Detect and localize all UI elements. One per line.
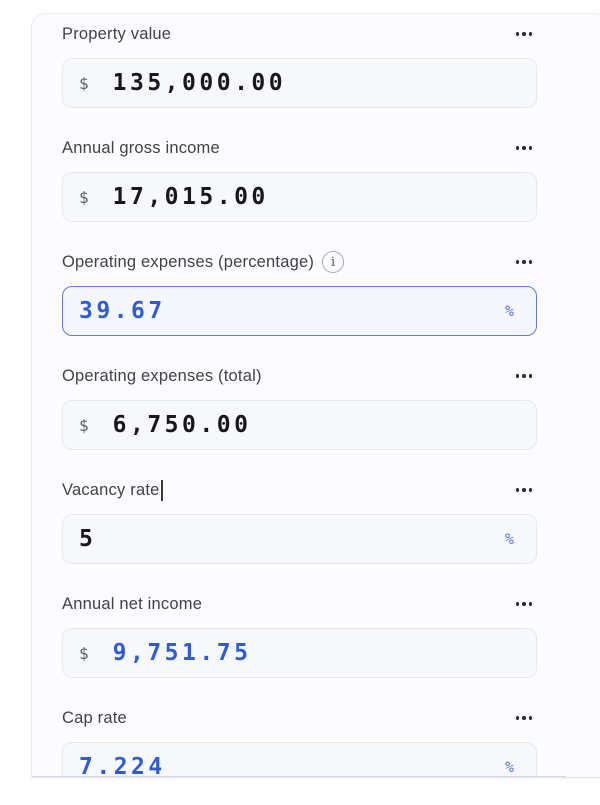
ellipsis-menu-icon[interactable] xyxy=(515,370,532,381)
percent-suffix: % xyxy=(504,302,514,320)
operating-expenses-total-input[interactable]: $ 6,750.00 xyxy=(62,400,537,450)
field-operating-expenses-total: Operating expenses (total) $ 6,750.00 xyxy=(62,364,537,450)
field-value: 135,000.00 xyxy=(112,70,287,96)
field-label[interactable]: Operating expenses (percentage) xyxy=(62,252,315,271)
ellipsis-menu-icon[interactable] xyxy=(515,712,532,723)
field-value: 39.67 xyxy=(79,298,166,324)
ellipsis-menu-icon[interactable] xyxy=(515,598,532,609)
percent-suffix: % xyxy=(504,758,514,776)
info-glyph: i xyxy=(330,254,336,270)
currency-prefix: $ xyxy=(79,187,89,207)
field-value: 5 xyxy=(79,526,97,552)
field-label[interactable]: Annual net income xyxy=(62,594,203,613)
fields-list: Property value $ 135,000.00 Annual gross… xyxy=(62,22,537,777)
field-label[interactable]: Vacancy rate xyxy=(62,480,160,499)
field-label-row: Operating expenses (total) xyxy=(62,364,537,388)
field-label[interactable]: Operating expenses (total) xyxy=(62,366,262,385)
currency-prefix: $ xyxy=(79,415,89,435)
ellipsis-menu-icon[interactable] xyxy=(515,256,532,267)
card-bottom-divider xyxy=(32,776,566,777)
vacancy-rate-input[interactable]: 5% xyxy=(62,514,537,564)
field-label-row: Property value xyxy=(62,22,537,46)
ellipsis-menu-icon[interactable] xyxy=(515,28,532,39)
ellipsis-menu-icon[interactable] xyxy=(515,484,532,495)
operating-expenses-percentage-input[interactable]: 39.67% xyxy=(62,286,537,336)
field-value: 6,750.00 xyxy=(112,412,252,438)
ellipsis-menu-icon[interactable] xyxy=(515,142,532,153)
field-cap-rate: Cap rate 7.224% xyxy=(62,706,537,777)
field-value: 17,015.00 xyxy=(112,184,269,210)
field-annual-net-income: Annual net income $ 9,751.75 xyxy=(62,592,537,678)
property-value-input[interactable]: $ 135,000.00 xyxy=(62,58,537,108)
calculator-card: Property value $ 135,000.00 Annual gross… xyxy=(32,14,600,777)
field-label[interactable]: Annual gross income xyxy=(62,138,220,157)
currency-prefix: $ xyxy=(79,73,89,93)
field-vacancy-rate: Vacancy rate 5% xyxy=(62,478,537,564)
field-label-row: Cap rate xyxy=(62,706,537,730)
field-label-row: Annual net income xyxy=(62,592,537,616)
field-value: 9,751.75 xyxy=(112,640,252,666)
field-operating-expenses-percentage: Operating expenses (percentage) i 39.67% xyxy=(62,250,537,336)
text-caret xyxy=(161,479,163,501)
field-label[interactable]: Cap rate xyxy=(62,708,127,727)
field-property-value: Property value $ 135,000.00 xyxy=(62,22,537,108)
annual-gross-income-input[interactable]: $ 17,015.00 xyxy=(62,172,537,222)
percent-suffix: % xyxy=(504,530,514,548)
annual-net-income-input[interactable]: $ 9,751.75 xyxy=(62,628,537,678)
field-label-row: Annual gross income xyxy=(62,136,537,160)
info-icon[interactable]: i xyxy=(322,251,345,273)
field-label-row: Vacancy rate xyxy=(62,478,537,502)
field-label-row: Operating expenses (percentage) i xyxy=(62,250,537,274)
field-annual-gross-income: Annual gross income $ 17,015.00 xyxy=(62,136,537,222)
field-value: 7.224 xyxy=(79,754,166,777)
cap-rate-input[interactable]: 7.224% xyxy=(62,742,537,777)
field-label[interactable]: Property value xyxy=(62,24,172,43)
currency-prefix: $ xyxy=(79,643,89,663)
